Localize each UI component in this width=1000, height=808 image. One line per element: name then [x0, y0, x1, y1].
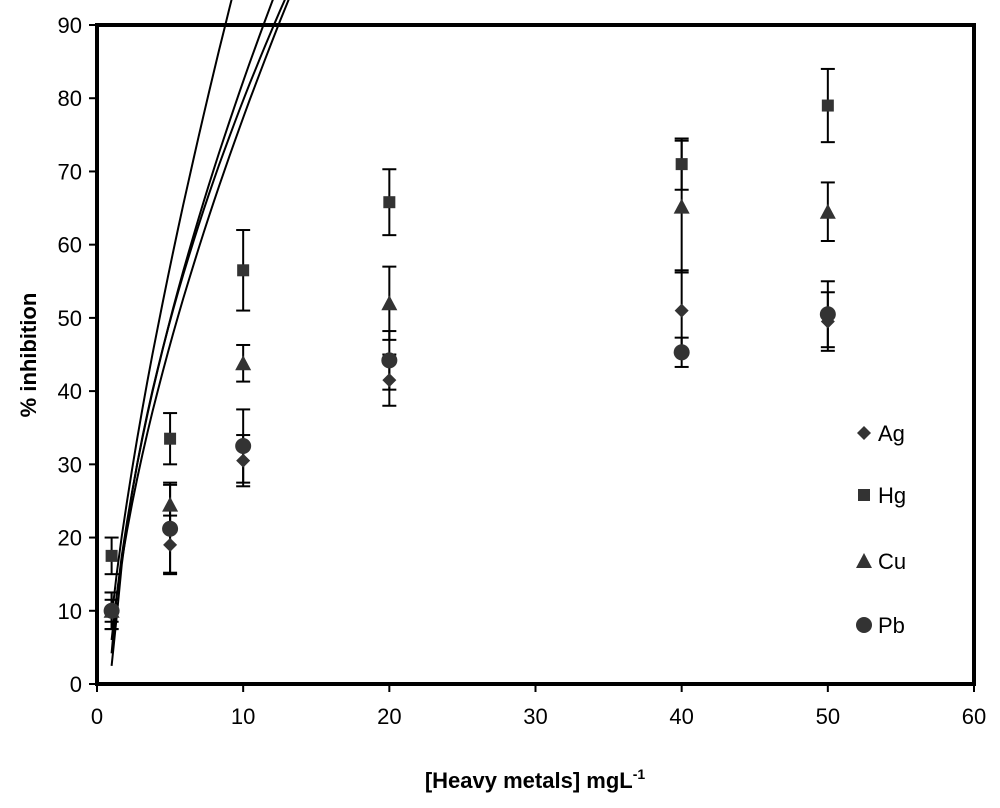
- y-tick-label: 80: [58, 86, 82, 111]
- point-ag: [674, 303, 689, 318]
- x-tick-label: 20: [377, 704, 401, 729]
- legend-label-hg: Hg: [878, 483, 906, 508]
- point-cu: [162, 496, 179, 512]
- x-tick-label: 0: [91, 704, 103, 729]
- legend-marker-hg: [858, 489, 870, 501]
- legend-marker-cu: [856, 553, 872, 568]
- point-pb: [673, 344, 690, 361]
- data-markers: [103, 99, 836, 619]
- x-tick-label: 40: [669, 704, 693, 729]
- fit-curves: [110, 0, 290, 667]
- point-ag: [236, 453, 251, 468]
- fit-curve-hg: [110, 0, 286, 667]
- x-tick-label: 10: [231, 704, 255, 729]
- y-tick-label: 90: [58, 13, 82, 38]
- y-tick-label: 20: [58, 526, 82, 551]
- legend-marker-ag: [857, 426, 871, 440]
- legend-marker-pb: [856, 617, 872, 633]
- point-cu: [381, 295, 398, 311]
- point-ag: [163, 537, 178, 552]
- y-axis-title: % inhibition: [16, 293, 41, 418]
- y-tick-label: 30: [58, 452, 82, 477]
- point-hg: [164, 432, 177, 445]
- y-tick-label: 60: [58, 233, 82, 258]
- point-pb: [381, 352, 398, 369]
- point-ag: [382, 373, 397, 388]
- point-cu: [819, 203, 836, 219]
- fit-curve-ag: [110, 0, 290, 641]
- point-pb: [819, 306, 836, 323]
- point-cu: [235, 355, 252, 371]
- legend-label-cu: Cu: [878, 549, 906, 574]
- legend-label-ag: Ag: [878, 421, 905, 446]
- x-tick-label: 60: [962, 704, 986, 729]
- y-tick-label: 50: [58, 306, 82, 331]
- y-tick-label: 40: [58, 379, 82, 404]
- point-hg: [675, 158, 688, 171]
- y-tick-label: 0: [70, 672, 82, 697]
- y-tick-label: 10: [58, 599, 82, 624]
- y-tick-label: 70: [58, 159, 82, 184]
- fit-curve-pb: [110, 0, 233, 618]
- point-pb: [235, 438, 252, 455]
- point-hg: [237, 264, 250, 277]
- legend-label-pb: Pb: [878, 613, 905, 638]
- fit-curve-cu: [110, 0, 274, 654]
- x-axis-title: [Heavy metals] mgL-1: [425, 766, 646, 793]
- point-pb: [162, 520, 179, 537]
- point-hg: [383, 196, 396, 209]
- point-cu: [673, 198, 690, 214]
- x-tick-label: 50: [816, 704, 840, 729]
- point-hg: [105, 549, 118, 562]
- legend: Ag Hg Cu Pb: [856, 421, 906, 638]
- x-tick-label: 30: [523, 704, 547, 729]
- point-hg: [821, 99, 834, 112]
- axis-ticks: 0 10 20 30 40 50 60 0 10 20 30 40 50 60 70 80 90: [58, 13, 987, 729]
- point-pb: [103, 602, 120, 619]
